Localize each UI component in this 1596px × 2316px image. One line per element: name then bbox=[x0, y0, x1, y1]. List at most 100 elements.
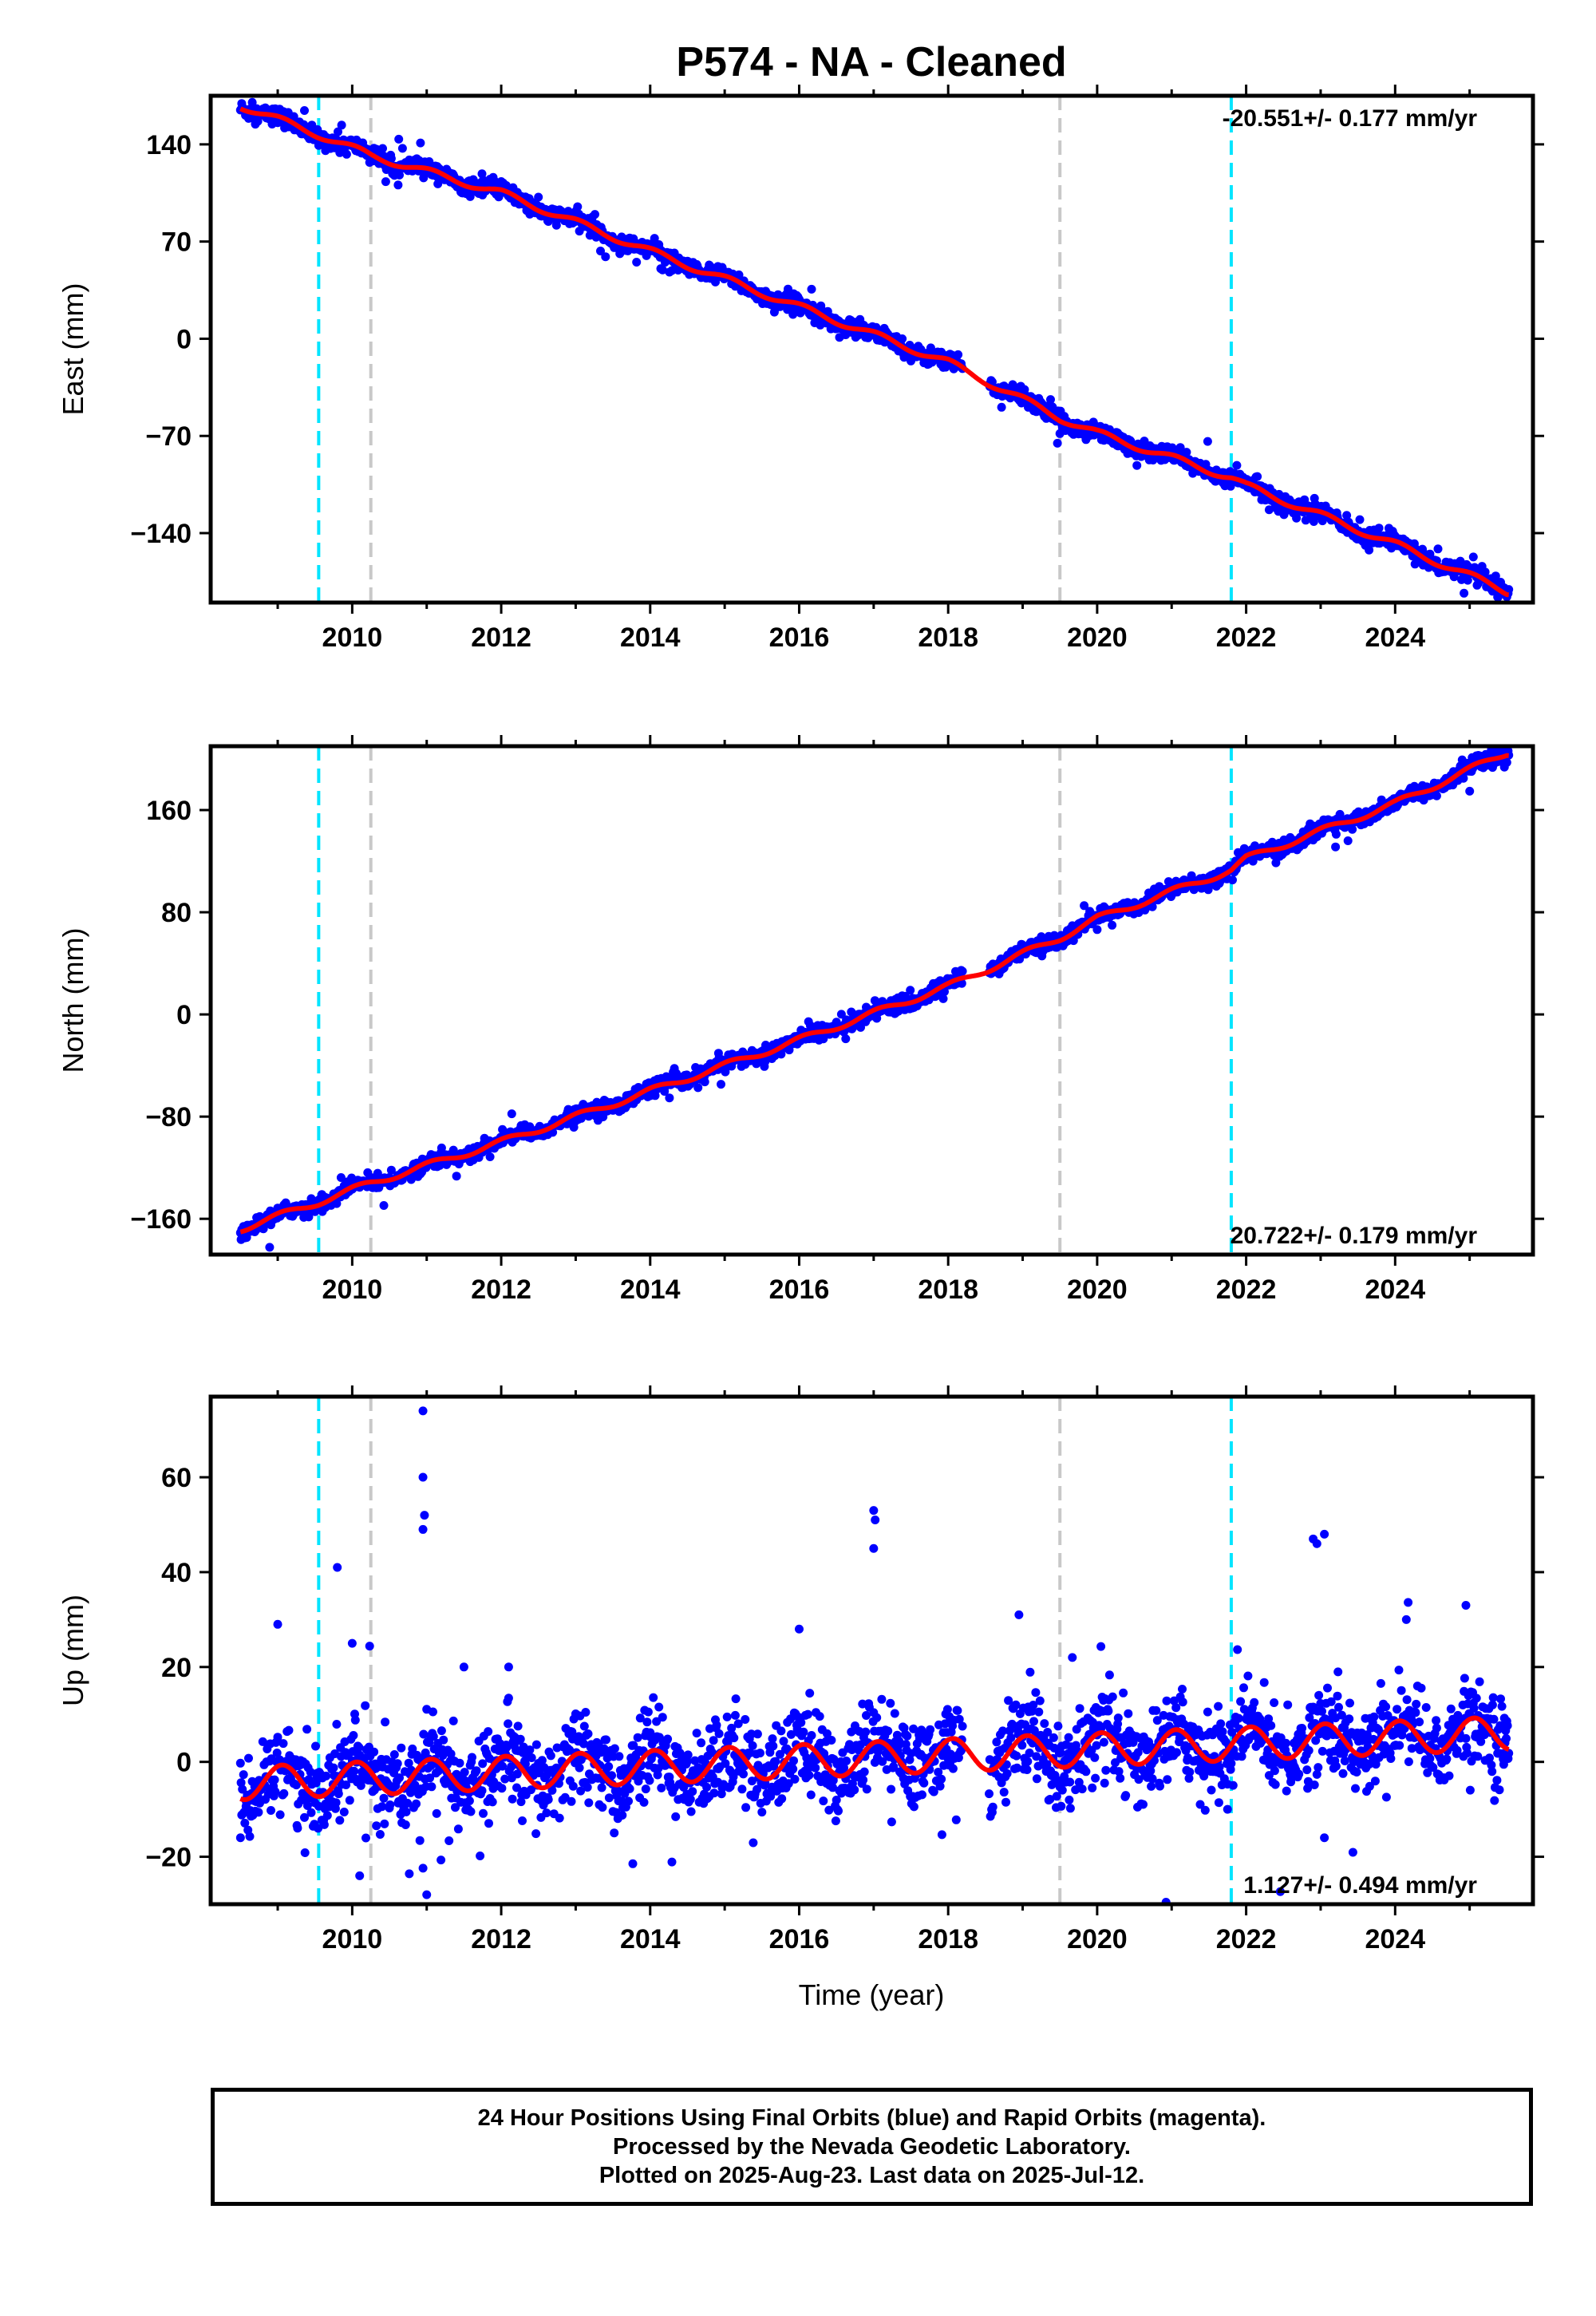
data-point bbox=[437, 1726, 446, 1736]
data-point bbox=[329, 1763, 338, 1773]
data-point bbox=[1502, 757, 1511, 767]
y-tick-label: −140 bbox=[130, 519, 192, 549]
data-point bbox=[429, 1707, 437, 1717]
data-point bbox=[375, 1830, 385, 1839]
data-point bbox=[1253, 472, 1262, 481]
data-point bbox=[602, 1735, 610, 1745]
x-tick-label: 2022 bbox=[1216, 622, 1277, 653]
data-point bbox=[610, 1828, 619, 1838]
data-point bbox=[412, 1799, 421, 1808]
data-point bbox=[731, 1694, 741, 1704]
data-point bbox=[1132, 460, 1142, 470]
data-point bbox=[395, 170, 404, 180]
data-point bbox=[729, 1733, 739, 1743]
data-point bbox=[394, 134, 404, 144]
data-point bbox=[709, 1788, 719, 1798]
data-point bbox=[386, 154, 396, 164]
data-point bbox=[289, 112, 298, 121]
data-point bbox=[1480, 567, 1490, 577]
data-point bbox=[645, 1776, 654, 1785]
data-point bbox=[516, 1734, 525, 1744]
data-point bbox=[332, 1199, 342, 1208]
data-point bbox=[379, 1793, 389, 1803]
x-tick-label: 2020 bbox=[1067, 622, 1128, 653]
data-point bbox=[468, 1753, 476, 1762]
data-point bbox=[1046, 395, 1055, 405]
data-point bbox=[757, 1808, 767, 1817]
data-point bbox=[397, 1743, 406, 1753]
data-point bbox=[531, 1740, 541, 1749]
x-tick-label: 2018 bbox=[918, 1275, 978, 1305]
data-point bbox=[591, 210, 599, 219]
y-tick-label: 0 bbox=[176, 324, 192, 354]
east-points bbox=[235, 97, 1514, 602]
data-point bbox=[665, 1093, 674, 1103]
data-point bbox=[381, 1717, 390, 1727]
data-point bbox=[372, 1821, 381, 1831]
data-point bbox=[472, 1766, 481, 1776]
data-point bbox=[697, 1738, 706, 1748]
data-point bbox=[542, 1808, 551, 1818]
x-tick-label: 2016 bbox=[769, 1275, 830, 1305]
data-point bbox=[466, 1807, 476, 1816]
data-point bbox=[302, 1725, 312, 1734]
x-tick-label: 2022 bbox=[1216, 1275, 1277, 1305]
data-point bbox=[597, 1783, 606, 1792]
up-plot-area bbox=[235, 1397, 1514, 1904]
data-point bbox=[334, 1789, 343, 1799]
x-tick-label: 2024 bbox=[1365, 622, 1425, 653]
data-point bbox=[349, 1731, 358, 1740]
data-point bbox=[628, 1859, 638, 1868]
x-tick-label: 2014 bbox=[620, 1275, 681, 1305]
data-point bbox=[389, 1750, 399, 1759]
data-point bbox=[512, 1769, 522, 1779]
data-point bbox=[641, 1784, 650, 1794]
north-fit-line bbox=[239, 753, 1509, 1235]
data-point bbox=[300, 106, 309, 115]
data-point bbox=[379, 1201, 389, 1210]
data-point bbox=[235, 1758, 245, 1768]
data-point bbox=[741, 1803, 751, 1812]
east-frame bbox=[208, 93, 1535, 605]
data-point bbox=[381, 177, 390, 187]
data-point bbox=[667, 1857, 677, 1867]
data-point bbox=[504, 1694, 513, 1703]
x-tick-label: 2024 bbox=[1365, 1275, 1425, 1305]
up-points bbox=[235, 1406, 1514, 1904]
x-tick-label: 2012 bbox=[471, 622, 531, 653]
data-point bbox=[518, 1816, 527, 1825]
data-point bbox=[686, 1807, 696, 1816]
data-point bbox=[437, 1856, 446, 1865]
y-tick-label: 160 bbox=[146, 796, 192, 826]
data-point bbox=[1355, 515, 1365, 524]
y-tick-label: 70 bbox=[161, 227, 192, 258]
data-point bbox=[513, 1721, 523, 1731]
data-point bbox=[954, 350, 963, 359]
data-point bbox=[418, 1863, 428, 1873]
data-point bbox=[1465, 786, 1475, 796]
data-point bbox=[507, 1109, 516, 1119]
data-point bbox=[568, 1781, 578, 1791]
data-point bbox=[504, 1719, 513, 1729]
data-point bbox=[632, 258, 642, 267]
x-tick-label: 2010 bbox=[322, 622, 383, 653]
data-point bbox=[369, 1747, 379, 1757]
data-point bbox=[378, 144, 387, 153]
data-point bbox=[604, 1793, 614, 1803]
data-point bbox=[650, 234, 659, 243]
data-point bbox=[304, 1212, 314, 1222]
data-point bbox=[671, 1812, 681, 1821]
x-tick-label: 2020 bbox=[1067, 1275, 1128, 1305]
x-tick-label: 2012 bbox=[471, 1275, 531, 1305]
data-point bbox=[614, 1752, 624, 1761]
data-point bbox=[1343, 836, 1353, 845]
data-point bbox=[401, 1820, 410, 1829]
data-point bbox=[448, 1716, 458, 1725]
data-point bbox=[739, 1769, 748, 1779]
data-point bbox=[639, 1797, 649, 1807]
x-tick-label: 2014 bbox=[620, 622, 681, 653]
data-point bbox=[1331, 829, 1341, 839]
data-point bbox=[432, 1808, 441, 1818]
data-point bbox=[1228, 875, 1237, 885]
north-panel: 2010 2012 2014 2016 2018 2020 2022 2024−160−800… bbox=[57, 735, 1544, 1305]
